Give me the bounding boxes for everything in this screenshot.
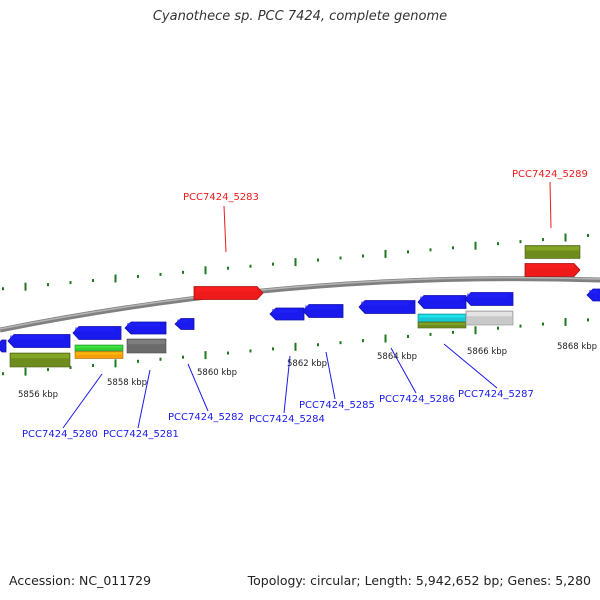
gene-shine bbox=[76, 352, 122, 355]
gene-shine bbox=[177, 319, 188, 323]
accession-text: Accession: NC_011729 bbox=[9, 573, 152, 588]
label-connector bbox=[283, 355, 291, 414]
lower-tick-track bbox=[2, 317, 589, 376]
page-title: Cyanothece sp. PCC 7424, complete genome bbox=[152, 9, 448, 24]
gene-shine bbox=[11, 354, 69, 359]
gene-shine bbox=[127, 323, 160, 327]
label-connector bbox=[187, 363, 209, 412]
gene-labels: PCC7424_5280 PCC7424_5281 PCC7424_5282 P… bbox=[22, 169, 588, 440]
gene-bar bbox=[74, 344, 124, 352]
gene-shine bbox=[10, 335, 64, 340]
scale-label: 5858 kbp bbox=[107, 378, 147, 388]
gene-shine bbox=[419, 315, 465, 318]
label-connector bbox=[443, 343, 498, 389]
gene-label[interactable]: PCC7424_5286 bbox=[379, 394, 455, 405]
gene-bar bbox=[74, 351, 124, 359]
genome-backbone-highlight bbox=[0, 276, 600, 330]
gene-shine bbox=[361, 301, 409, 306]
label-connector bbox=[62, 373, 103, 429]
label-connector bbox=[137, 369, 151, 429]
gene-shine bbox=[419, 323, 465, 325]
gene-label[interactable]: PCC7424_5282 bbox=[168, 412, 244, 423]
scale-labels: 5856 kbp 5858 kbp 5860 kbp 5862 kbp 5864… bbox=[18, 342, 597, 400]
scale-label: 5866 kbp bbox=[467, 347, 507, 357]
label-connectors bbox=[62, 181, 552, 429]
gene-label[interactable]: PCC7424_5281 bbox=[103, 429, 179, 440]
gene-shine bbox=[467, 312, 512, 317]
scale-label: 5856 kbp bbox=[18, 390, 58, 400]
scale-label: 5860 kbp bbox=[197, 368, 237, 378]
gene-shine bbox=[526, 246, 579, 251]
scale-label: 5864 kbp bbox=[377, 352, 417, 362]
gene-shine bbox=[272, 309, 298, 313]
upper-tick-track bbox=[2, 233, 589, 291]
label-connector bbox=[390, 347, 417, 394]
gene-track bbox=[0, 245, 600, 368]
gene-label[interactable]: PCC7424_5289 bbox=[512, 169, 588, 180]
topology-text: Topology: circular; Length: 5,942,652 bp… bbox=[247, 573, 591, 588]
gene-shine bbox=[527, 264, 574, 269]
label-connector bbox=[223, 205, 227, 253]
gene-shine bbox=[420, 296, 460, 301]
gene-shine bbox=[589, 290, 598, 294]
gene-shine bbox=[467, 293, 507, 298]
gene-label[interactable]: PCC7424_5283 bbox=[183, 192, 259, 203]
gene-label[interactable]: PCC7424_5280 bbox=[22, 429, 98, 440]
genome-backbone bbox=[0, 276, 600, 333]
gene-shine bbox=[128, 340, 165, 345]
gene-shine bbox=[75, 327, 115, 332]
scale-label: 5868 kbp bbox=[557, 342, 597, 352]
gene-shine bbox=[76, 346, 122, 348]
gene-label[interactable]: PCC7424_5285 bbox=[299, 400, 375, 411]
gene-shine bbox=[196, 287, 257, 292]
scale-label: 5862 kbp bbox=[287, 359, 327, 369]
gene-arrow bbox=[0, 339, 7, 353]
label-connector bbox=[325, 351, 336, 400]
gene-shine bbox=[305, 305, 337, 310]
gene-label[interactable]: PCC7424_5287 bbox=[458, 389, 534, 400]
gene-bar bbox=[417, 321, 467, 329]
label-connector bbox=[549, 181, 552, 229]
gene-label[interactable]: PCC7424_5284 bbox=[249, 414, 325, 425]
